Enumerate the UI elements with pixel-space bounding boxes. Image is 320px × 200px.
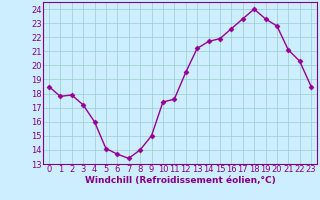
X-axis label: Windchill (Refroidissement éolien,°C): Windchill (Refroidissement éolien,°C) <box>84 176 276 185</box>
